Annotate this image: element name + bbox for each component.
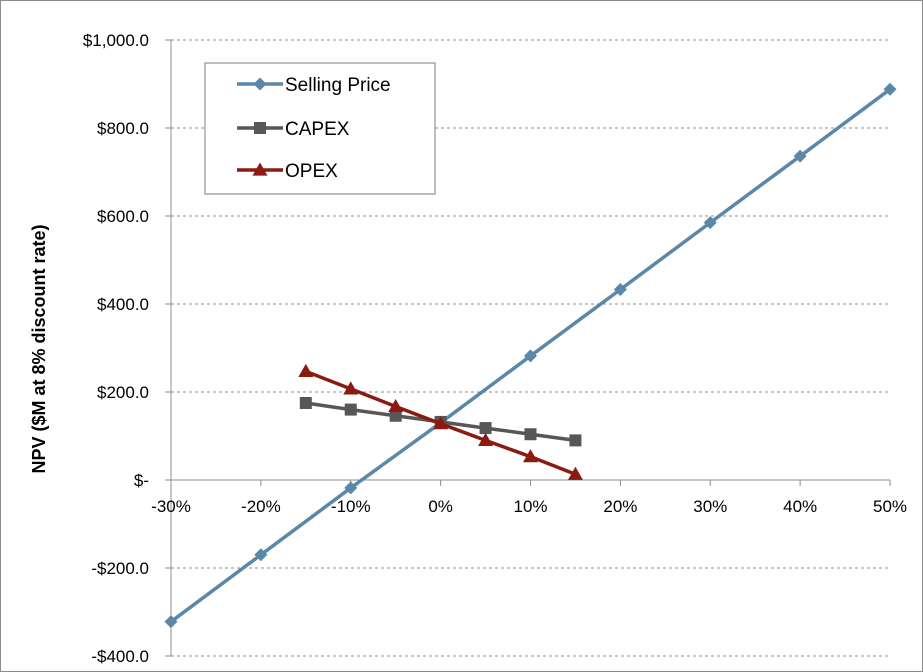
data-point-opex [567,466,583,480]
legend-label: OPEX [285,161,338,182]
data-point-capex [299,397,312,409]
x-tick-label: 40% [783,497,817,516]
legend-marker [252,162,268,176]
data-point-selling-price [344,481,358,495]
y-tick-label: -$200.0 [91,559,149,578]
legend: Selling Price CAPEX OPEX [204,62,436,195]
y-tick-label: $600.0 [97,207,149,226]
data-point-capex [389,409,402,422]
y-tick-label: $- [134,471,149,490]
data-point-opex [433,416,449,430]
x-tick-label: 20% [603,497,637,516]
x-tick-label: 50% [873,497,907,516]
legend-item-selling-price: Selling Price [237,75,391,96]
data-point-selling-price [613,282,627,296]
legend-marker [254,122,266,134]
legend-item-opex: OPEX [237,161,338,182]
y-tick-label: $200.0 [97,383,149,402]
y-axis-title: NPV ($M at 8% discount rate) [29,224,49,473]
data-point-opex [478,432,494,447]
data-point-selling-price [254,548,268,562]
axis-layer: $1,000.0 $800.0 $600.0 $400.0 $200.0 $- -$200.… [83,31,907,666]
data-point-selling-price [793,149,807,163]
legend-label: Selling Price [285,75,391,96]
data-point-opex [523,449,538,463]
data-point-selling-price [883,82,897,96]
data-point-opex [343,381,359,395]
data-point-capex [479,422,492,435]
data-point-opex [388,399,404,413]
x-tick-label: -20% [241,497,281,516]
data-point-selling-price [524,349,537,363]
x-tick-label: -10% [331,497,371,516]
data-point-capex [569,434,582,447]
legend-item-capex: CAPEX [237,119,350,140]
y-tick-label: -$400.0 [91,647,149,666]
legend-marker [253,77,267,91]
x-tick-label: 0% [428,497,453,516]
legend-label: CAPEX [285,119,350,140]
y-tick-label: $400.0 [97,295,149,314]
x-tick-label: 30% [693,497,727,516]
data-point-capex [524,428,537,441]
data-point-opex [298,363,314,377]
series-opex [298,363,583,480]
y-tick-label: $1,000.0 [83,31,149,50]
series-layer [164,82,897,629]
x-tick-label: -30% [151,497,191,516]
data-point-selling-price [164,615,178,629]
y-tick-label: $800.0 [97,119,149,138]
x-tick-label: 10% [513,497,547,516]
data-point-capex [344,403,357,416]
data-point-selling-price [703,216,717,230]
series-selling-price [164,82,897,629]
